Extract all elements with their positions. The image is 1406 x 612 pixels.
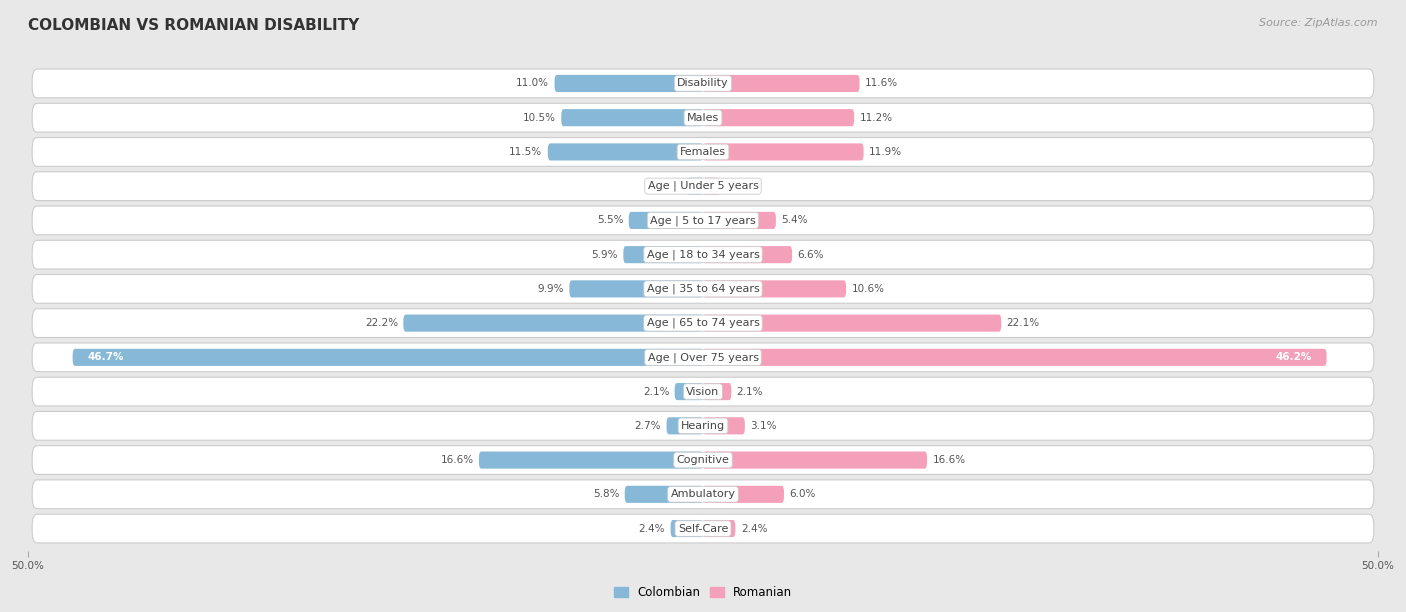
FancyBboxPatch shape [32,411,1374,440]
FancyBboxPatch shape [703,486,785,503]
Text: 9.9%: 9.9% [537,284,564,294]
Text: 3.1%: 3.1% [751,421,776,431]
Text: 46.7%: 46.7% [87,353,124,362]
FancyBboxPatch shape [479,452,703,469]
FancyBboxPatch shape [73,349,703,366]
Text: 6.6%: 6.6% [797,250,824,259]
Text: Vision: Vision [686,387,720,397]
FancyBboxPatch shape [32,514,1374,543]
FancyBboxPatch shape [624,486,703,503]
Text: Hearing: Hearing [681,421,725,431]
Text: 11.0%: 11.0% [516,78,550,89]
FancyBboxPatch shape [623,246,703,263]
Text: 1.3%: 1.3% [725,181,752,191]
Text: Ambulatory: Ambulatory [671,490,735,499]
Text: Age | Under 5 years: Age | Under 5 years [648,181,758,192]
FancyBboxPatch shape [32,206,1374,235]
Text: Age | 35 to 64 years: Age | 35 to 64 years [647,283,759,294]
FancyBboxPatch shape [32,103,1374,132]
Text: 1.2%: 1.2% [655,181,682,191]
Text: 5.4%: 5.4% [782,215,808,225]
Text: Age | 5 to 17 years: Age | 5 to 17 years [650,215,756,226]
Text: 2.1%: 2.1% [737,387,763,397]
Text: Age | 65 to 74 years: Age | 65 to 74 years [647,318,759,329]
FancyBboxPatch shape [548,143,703,160]
FancyBboxPatch shape [32,308,1374,337]
FancyBboxPatch shape [569,280,703,297]
Text: 11.6%: 11.6% [865,78,898,89]
FancyBboxPatch shape [32,241,1374,269]
FancyBboxPatch shape [703,246,792,263]
Text: 46.2%: 46.2% [1275,353,1312,362]
Text: Disability: Disability [678,78,728,89]
FancyBboxPatch shape [703,109,855,126]
FancyBboxPatch shape [32,275,1374,304]
FancyBboxPatch shape [628,212,703,229]
Text: 11.5%: 11.5% [509,147,543,157]
Text: Cognitive: Cognitive [676,455,730,465]
FancyBboxPatch shape [703,177,720,195]
FancyBboxPatch shape [404,315,703,332]
Text: 22.1%: 22.1% [1007,318,1040,328]
Text: 5.5%: 5.5% [598,215,623,225]
Text: Age | 18 to 34 years: Age | 18 to 34 years [647,250,759,260]
Text: 5.8%: 5.8% [593,490,619,499]
FancyBboxPatch shape [703,452,927,469]
FancyBboxPatch shape [32,377,1374,406]
Text: Males: Males [688,113,718,122]
Text: 2.4%: 2.4% [741,523,768,534]
FancyBboxPatch shape [703,143,863,160]
Text: Self-Care: Self-Care [678,523,728,534]
FancyBboxPatch shape [675,383,703,400]
FancyBboxPatch shape [671,520,703,537]
Text: 2.4%: 2.4% [638,523,665,534]
FancyBboxPatch shape [686,177,703,195]
Text: Females: Females [681,147,725,157]
FancyBboxPatch shape [666,417,703,435]
FancyBboxPatch shape [32,138,1374,166]
Text: COLOMBIAN VS ROMANIAN DISABILITY: COLOMBIAN VS ROMANIAN DISABILITY [28,18,360,34]
Legend: Colombian, Romanian: Colombian, Romanian [609,581,797,603]
FancyBboxPatch shape [32,69,1374,98]
FancyBboxPatch shape [703,280,846,297]
FancyBboxPatch shape [32,343,1374,371]
Text: 16.6%: 16.6% [440,455,474,465]
Text: 10.6%: 10.6% [852,284,884,294]
FancyBboxPatch shape [32,172,1374,201]
Text: 22.2%: 22.2% [364,318,398,328]
Text: 2.1%: 2.1% [643,387,669,397]
FancyBboxPatch shape [703,75,859,92]
FancyBboxPatch shape [703,417,745,435]
Text: 10.5%: 10.5% [523,113,555,122]
Text: Age | Over 75 years: Age | Over 75 years [648,352,758,362]
Text: 11.2%: 11.2% [859,113,893,122]
FancyBboxPatch shape [703,212,776,229]
Text: 6.0%: 6.0% [789,490,815,499]
Text: 16.6%: 16.6% [932,455,966,465]
Text: 11.9%: 11.9% [869,147,903,157]
FancyBboxPatch shape [32,446,1374,474]
FancyBboxPatch shape [703,315,1001,332]
FancyBboxPatch shape [703,520,735,537]
FancyBboxPatch shape [32,480,1374,509]
FancyBboxPatch shape [703,349,1327,366]
FancyBboxPatch shape [554,75,703,92]
Text: 5.9%: 5.9% [592,250,619,259]
Text: 2.7%: 2.7% [634,421,661,431]
Text: Source: ZipAtlas.com: Source: ZipAtlas.com [1260,18,1378,28]
FancyBboxPatch shape [703,383,731,400]
FancyBboxPatch shape [561,109,703,126]
